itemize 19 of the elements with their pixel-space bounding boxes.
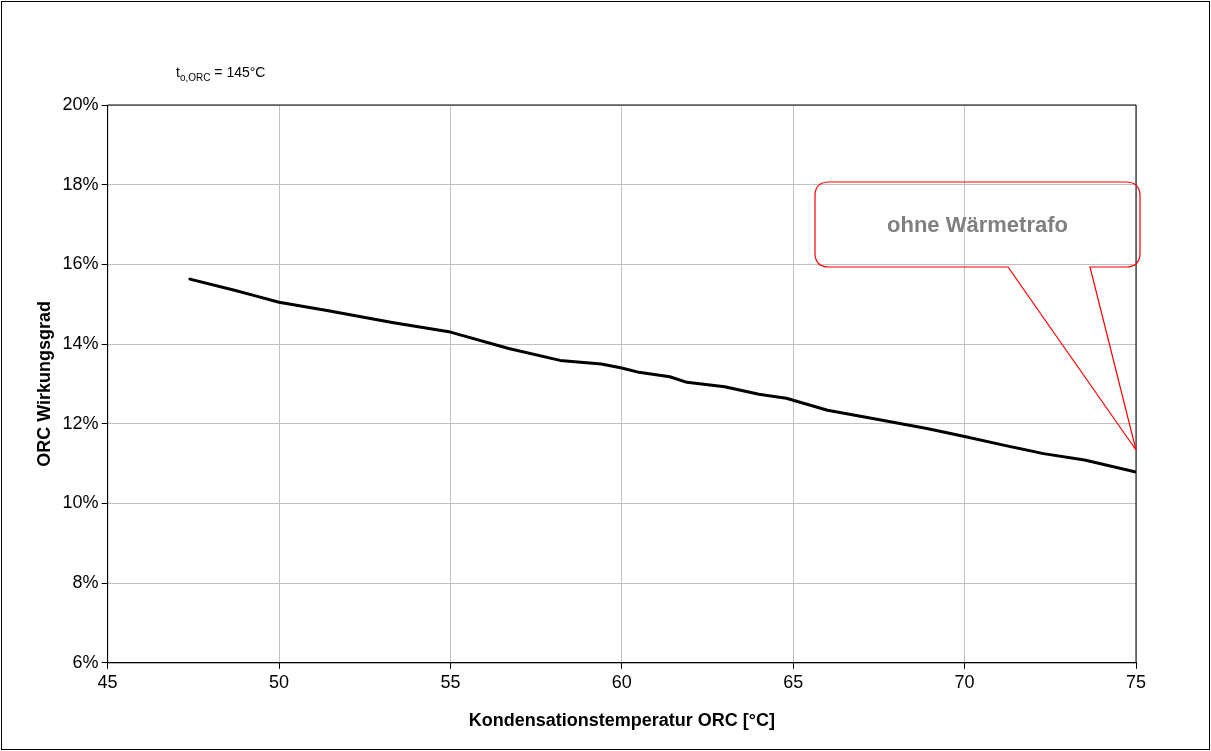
y-axis-title: ORC Wirkungsgrad xyxy=(33,300,54,467)
y-tick-label: 18% xyxy=(62,173,99,194)
x-tick-label: 70 xyxy=(954,671,975,692)
y-tick-label: 12% xyxy=(62,412,99,433)
chart-title: t$_{o,ORC}$ = 145°C xyxy=(176,64,266,83)
x-tick-label: 65 xyxy=(783,671,804,692)
y-tick-label: 10% xyxy=(62,492,99,513)
y-tick-label: 6% xyxy=(72,651,99,672)
y-tick-label: 8% xyxy=(72,572,99,593)
x-tick-label: 45 xyxy=(97,671,118,692)
x-tick-label: 75 xyxy=(1125,671,1147,692)
x-tick-label: 50 xyxy=(269,671,290,692)
x-tick-label: 60 xyxy=(611,671,632,692)
x-axis-title: Kondensationstemperatur ORC [°C] xyxy=(468,710,775,731)
y-tick-label: 14% xyxy=(62,333,99,354)
y-tick-label: 16% xyxy=(62,253,99,274)
annotation: ohne Wärmetrafo xyxy=(886,210,1069,239)
x-tick-label: 55 xyxy=(440,671,461,692)
y-tick-label: 20% xyxy=(62,93,99,114)
